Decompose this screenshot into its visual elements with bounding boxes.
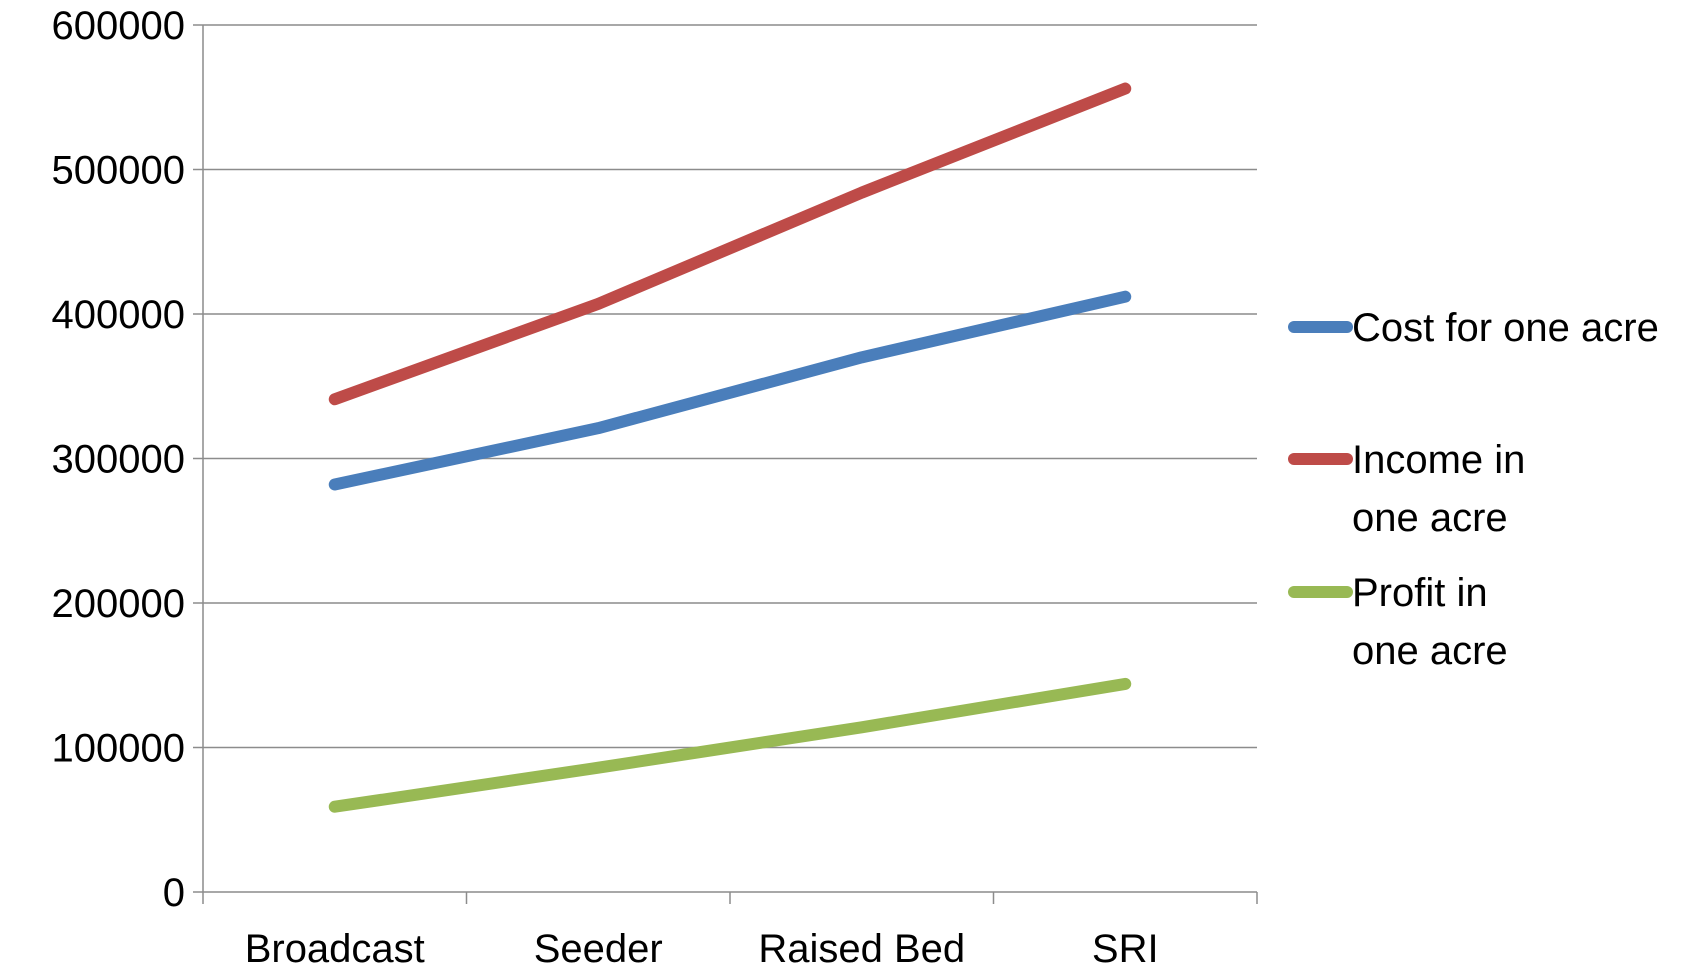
legend-label: Income in — [1352, 438, 1525, 482]
x-tick-label: SRI — [1092, 927, 1159, 968]
legend-label: one acre — [1352, 629, 1508, 673]
series-line-1 — [328, 82, 1132, 406]
legend: Cost for one acre Income in one acre Profit… — [1288, 306, 1659, 673]
y-axis-tick-labels: 0 100000 200000 300000 400000 500000 600000 — [52, 4, 185, 915]
y-tick-label: 300000 — [52, 438, 185, 482]
x-axis-tick-labels: Broadcast Seeder Raised Bed SRI — [245, 927, 1159, 968]
x-tick-label: Broadcast — [245, 927, 425, 968]
y-tick-label: 600000 — [52, 4, 185, 48]
series-line-2 — [328, 677, 1132, 813]
x-tick-label: Raised Bed — [758, 927, 965, 968]
series-lines — [328, 82, 1132, 813]
axes — [193, 24, 1258, 904]
y-tick-label: 100000 — [52, 727, 185, 771]
y-tick-label: 400000 — [52, 293, 185, 337]
x-tick-label: Seeder — [534, 927, 663, 968]
y-tick-label: 0 — [163, 871, 185, 915]
y-tick-label: 200000 — [52, 582, 185, 626]
series-line-0 — [328, 290, 1132, 491]
legend-label: Profit in — [1352, 571, 1488, 615]
legend-label: Cost for one acre — [1352, 306, 1659, 350]
y-tick-label: 500000 — [52, 149, 185, 193]
legend-label: one acre — [1352, 496, 1508, 540]
gridlines — [203, 24, 1257, 749]
